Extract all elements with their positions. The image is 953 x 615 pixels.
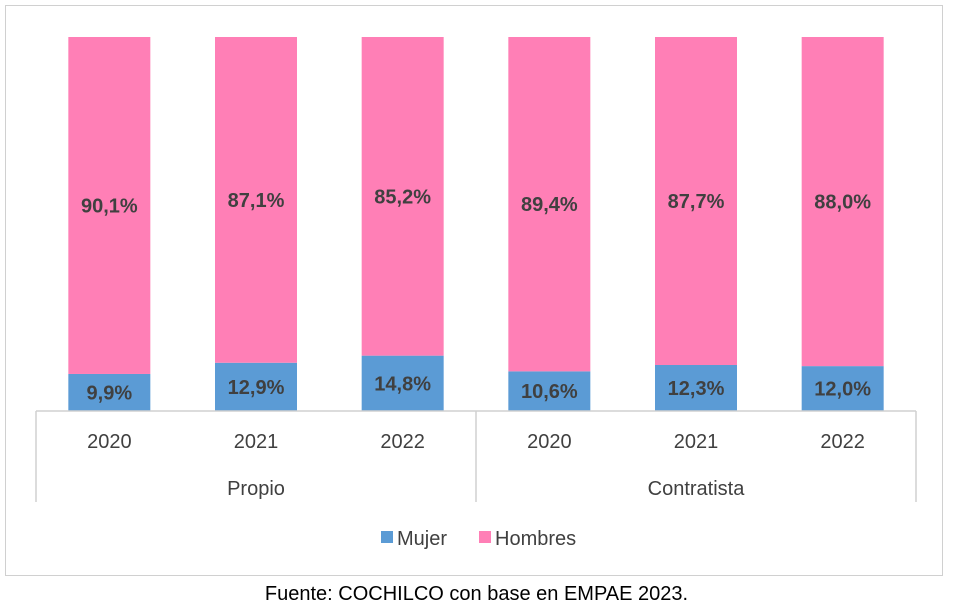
stacked-bar-chart: 9,9% 90,1% 2020 12,9% 87,1% 2021 14,8% 85,2% 202… xyxy=(35,37,917,550)
bar-mujer-propio-2021 xyxy=(215,362,297,411)
bar-mujer-propio-2022 xyxy=(361,355,444,411)
data-label-hombres-contratista-2020: 89,4% xyxy=(521,194,578,216)
tick-label-propio-2020: 2020 xyxy=(87,431,132,453)
bar-mujer-contratista-2022 xyxy=(801,366,884,411)
bar-hombres-propio-2020 xyxy=(68,37,151,374)
data-label-hombres-contratista-2022: 88,0% xyxy=(814,192,871,214)
data-label-hombres-propio-2020: 90,1% xyxy=(81,195,138,217)
data-label-hombres-propio-2021: 87,1% xyxy=(228,190,285,212)
data-label-hombres-propio-2022: 85,2% xyxy=(374,186,431,208)
legend-label-hombres: Hombres xyxy=(495,528,576,550)
tick-label-propio-2022: 2022 xyxy=(380,431,425,453)
data-label-mujer-propio-2022: 14,8% xyxy=(374,373,431,395)
tick-label-contratista-2020: 2020 xyxy=(527,431,572,453)
bar-mujer-contratista-2020 xyxy=(508,371,591,411)
legend-swatch-hombres xyxy=(479,531,491,543)
data-label-hombres-contratista-2021: 87,7% xyxy=(668,191,725,213)
chart-frame xyxy=(5,5,943,576)
legend-swatch-mujer xyxy=(381,531,393,543)
bar-mujer-contratista-2021 xyxy=(655,364,737,411)
bar-hombres-contratista-2020 xyxy=(508,37,591,372)
data-label-mujer-propio-2020: 9,9% xyxy=(87,382,133,404)
source-caption: Fuente: COCHILCO con base en EMPAE 2023. xyxy=(264,583,689,605)
data-label-mujer-contratista-2022: 12,0% xyxy=(814,379,871,401)
bar-mujer-propio-2020 xyxy=(68,373,151,411)
legend-label-mujer: Mujer xyxy=(397,528,447,550)
group-label-propio: Propio xyxy=(227,478,285,500)
tick-label-contratista-2021: 2021 xyxy=(674,431,719,453)
bar-hombres-propio-2021 xyxy=(215,37,297,363)
tick-label-contratista-2022: 2022 xyxy=(820,431,865,453)
group-label-contratista: Contratista xyxy=(648,478,746,500)
data-label-mujer-contratista-2021: 12,3% xyxy=(668,378,725,400)
bar-hombres-propio-2022 xyxy=(361,37,444,356)
bar-hombres-contratista-2022 xyxy=(801,37,884,367)
data-label-mujer-propio-2021: 12,9% xyxy=(228,377,285,399)
bar-hombres-contratista-2021 xyxy=(655,37,737,365)
data-label-mujer-contratista-2020: 10,6% xyxy=(521,381,578,403)
tick-label-propio-2021: 2021 xyxy=(234,431,279,453)
